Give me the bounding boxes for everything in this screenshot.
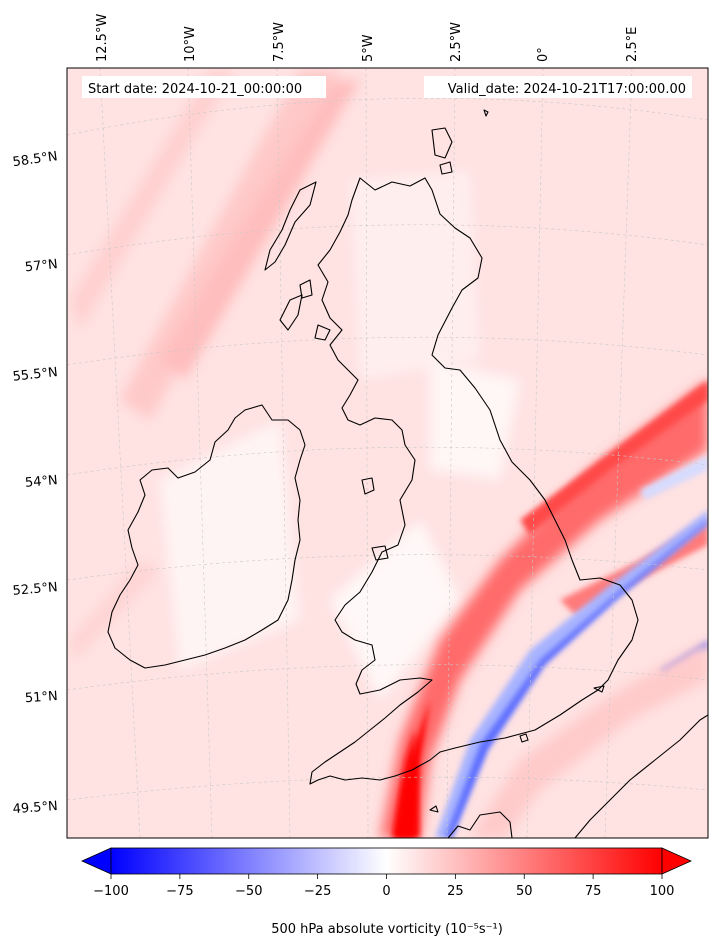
plot-area: [67, 68, 708, 838]
colorbar-tick-label: 0: [382, 884, 390, 899]
colorbar-ticks: −100 −75 −50 −25 0 25 50 75 100: [93, 874, 674, 899]
colorbar-max-extend: [661, 847, 692, 875]
colorbar-tick-label: 100: [650, 884, 675, 899]
colorbar-tick-label: −75: [166, 884, 193, 899]
lat-label: 49.5°N: [12, 799, 58, 817]
lat-label: 57°N: [24, 257, 58, 275]
latitude-labels: 58.5°N 57°N 55.5°N 54°N 52.5°N 51°N 49.5…: [12, 149, 59, 817]
valid-date-box: [424, 76, 692, 98]
valid-date-label: Valid_date: 2024-10-21T17:00:00.00: [448, 82, 686, 97]
colorbar-tick-label: −50: [235, 884, 262, 899]
colorbar-tick-label: 25: [447, 884, 464, 899]
gridlines: [67, 68, 708, 838]
colorbar-bar: [110, 847, 663, 875]
lon-label: 12.5°W: [95, 14, 110, 62]
plot-frame: [66, 67, 709, 839]
lat-label: 55.5°N: [12, 365, 58, 385]
lon-label: 10°W: [183, 26, 198, 62]
coastlines: [107, 109, 708, 838]
lat-label: 54°N: [24, 473, 58, 491]
colorbar-tick-label: 50: [516, 884, 533, 899]
lon-label: 0°: [536, 47, 551, 62]
colorbar: −100 −75 −50 −25 0 25 50 75 100 500 hPa absolute…: [81, 847, 692, 937]
lat-label: 51°N: [25, 689, 59, 706]
lon-label: 2.5°E: [625, 27, 640, 62]
lon-label: 5°W: [361, 34, 376, 62]
lat-label: 58.5°N: [12, 149, 59, 170]
colorbar-tick-label: 75: [585, 884, 602, 899]
lon-label: 2.5°W: [449, 22, 464, 62]
coastline-ireland: [107, 404, 306, 669]
colorbar-min-extend: [81, 847, 112, 875]
lon-label: 7.5°W: [272, 22, 287, 62]
colorbar-tick-label: −25: [304, 884, 331, 899]
colorbar-label: 500 hPa absolute vorticity (10⁻⁵s⁻¹): [271, 922, 503, 937]
coastline-great-britain: [309, 177, 639, 785]
start-date-label: Start date: 2024-10-21_00:00:00: [88, 82, 302, 97]
lat-label: 52.5°N: [12, 580, 58, 599]
longitude-labels: 12.5°W 10°W 7.5°W 5°W 2.5°W 0° 2.5°E: [95, 14, 640, 62]
start-date-box: [82, 76, 326, 98]
colorbar-tick-label: −100: [93, 884, 129, 899]
vorticity-field: [70, 70, 708, 838]
